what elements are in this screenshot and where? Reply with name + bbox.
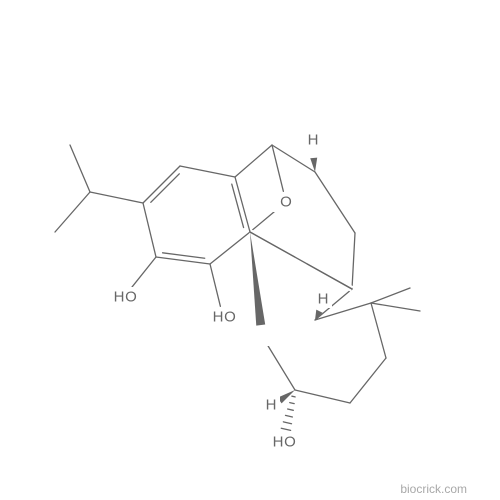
bond [286,415,293,417]
bond [272,145,315,172]
bond [250,232,352,289]
bond [371,288,410,303]
bond [281,428,290,430]
stereo-h-label: H [318,291,329,308]
bond [272,145,283,191]
atom-label-bg [248,326,276,346]
bond [288,409,294,410]
atom-label: O [125,289,137,306]
stereo-h-label: H [266,397,277,414]
bond [283,422,291,424]
stereo-h-label: H [308,132,319,149]
bond [55,192,90,232]
atom-label: H [114,289,125,306]
bond [90,192,143,203]
bond [292,396,295,397]
bond [210,232,250,264]
bond [371,303,386,358]
bond [235,145,272,177]
bond [295,390,350,403]
bond [290,403,294,404]
wedge-bond [250,232,265,326]
bond [143,166,180,203]
bond [250,209,278,232]
atom-label: O [284,434,296,451]
bond [232,184,244,227]
bond [315,172,355,233]
bond [352,233,355,289]
bond [180,166,235,177]
bond [350,358,386,403]
bond [371,303,420,311]
bond [163,253,205,258]
bond [268,345,295,390]
chemical-structure-diagram: OHOHOHOHHHbiocrick.com [0,0,500,500]
atom-label: H [213,309,224,326]
bond [70,145,90,192]
bond [131,257,156,288]
bond [210,264,220,306]
atom-label: O [224,309,236,326]
bond [151,174,180,203]
atom-label: H [273,434,284,451]
bond [143,203,156,257]
atom-label: O [280,194,292,211]
watermark-text: biocrick.com [400,482,467,496]
